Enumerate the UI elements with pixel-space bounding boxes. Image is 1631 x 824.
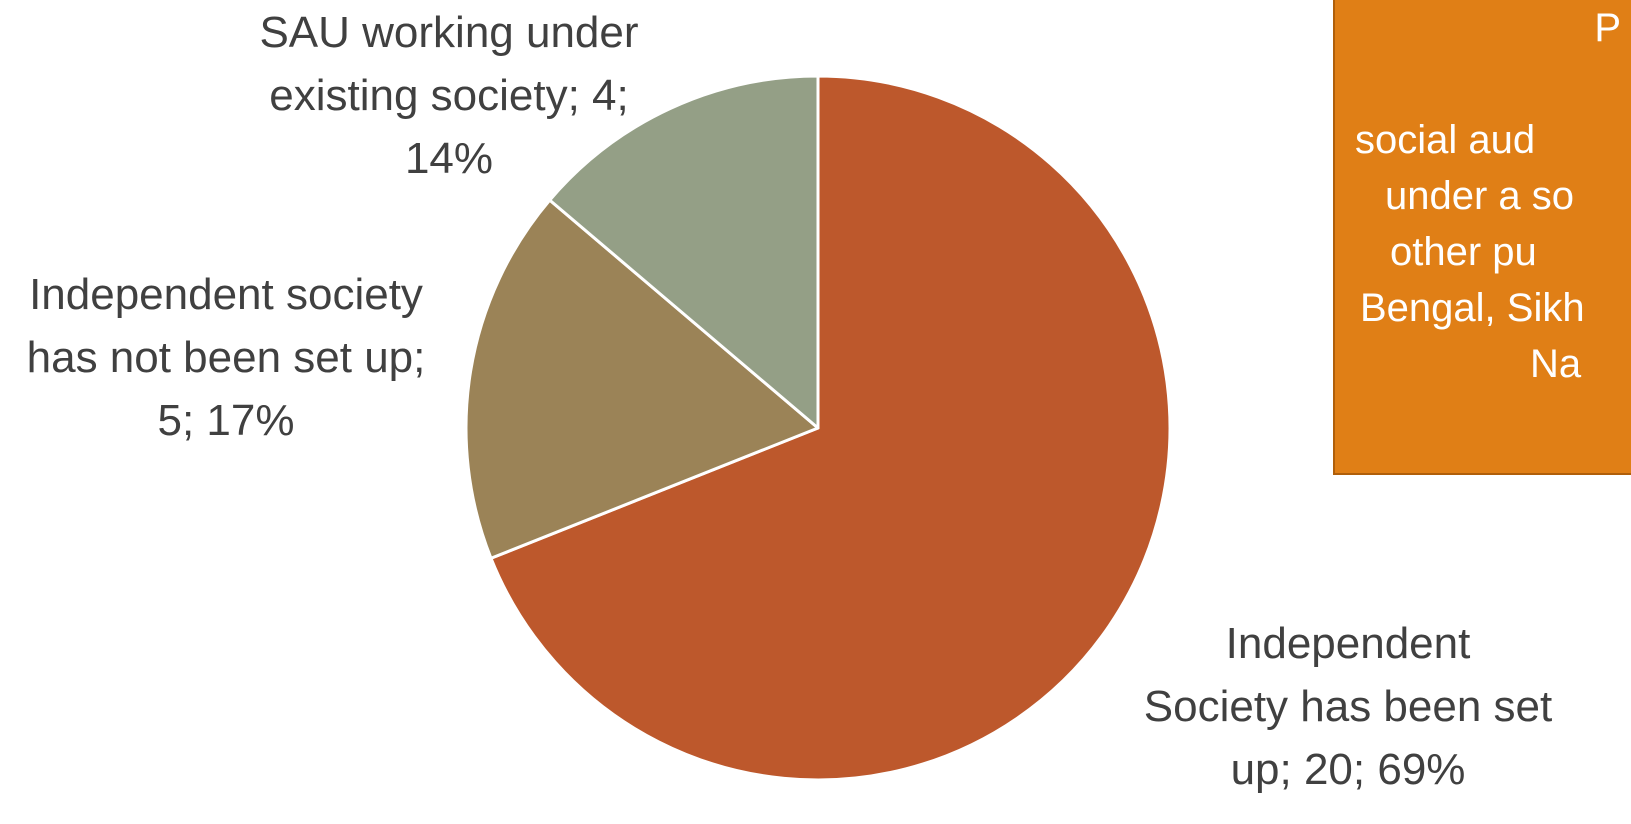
callout-line: Na xyxy=(1530,342,1582,386)
callout-box: P social aud under a so other pu Bengal,… xyxy=(1333,0,1631,475)
callout-line: under a so xyxy=(1385,174,1575,218)
slice-data-label: Independent Society has been set up; 20; 6… xyxy=(1144,619,1552,794)
slice-data-label: SAU working under existing society; 4; 14% xyxy=(259,8,638,183)
callout-line: social aud xyxy=(1355,118,1536,162)
pie-slice xyxy=(489,74,1172,782)
callout-line: Bengal, Sikh xyxy=(1360,286,1585,330)
callout-line: P xyxy=(1594,6,1621,50)
pie-slice xyxy=(548,74,820,430)
slice-data-label: Independent society has not been set up; 5… xyxy=(27,270,426,445)
callout-line: other pu xyxy=(1390,230,1537,274)
pie-slice xyxy=(464,198,820,560)
callout-line xyxy=(1335,56,1631,112)
